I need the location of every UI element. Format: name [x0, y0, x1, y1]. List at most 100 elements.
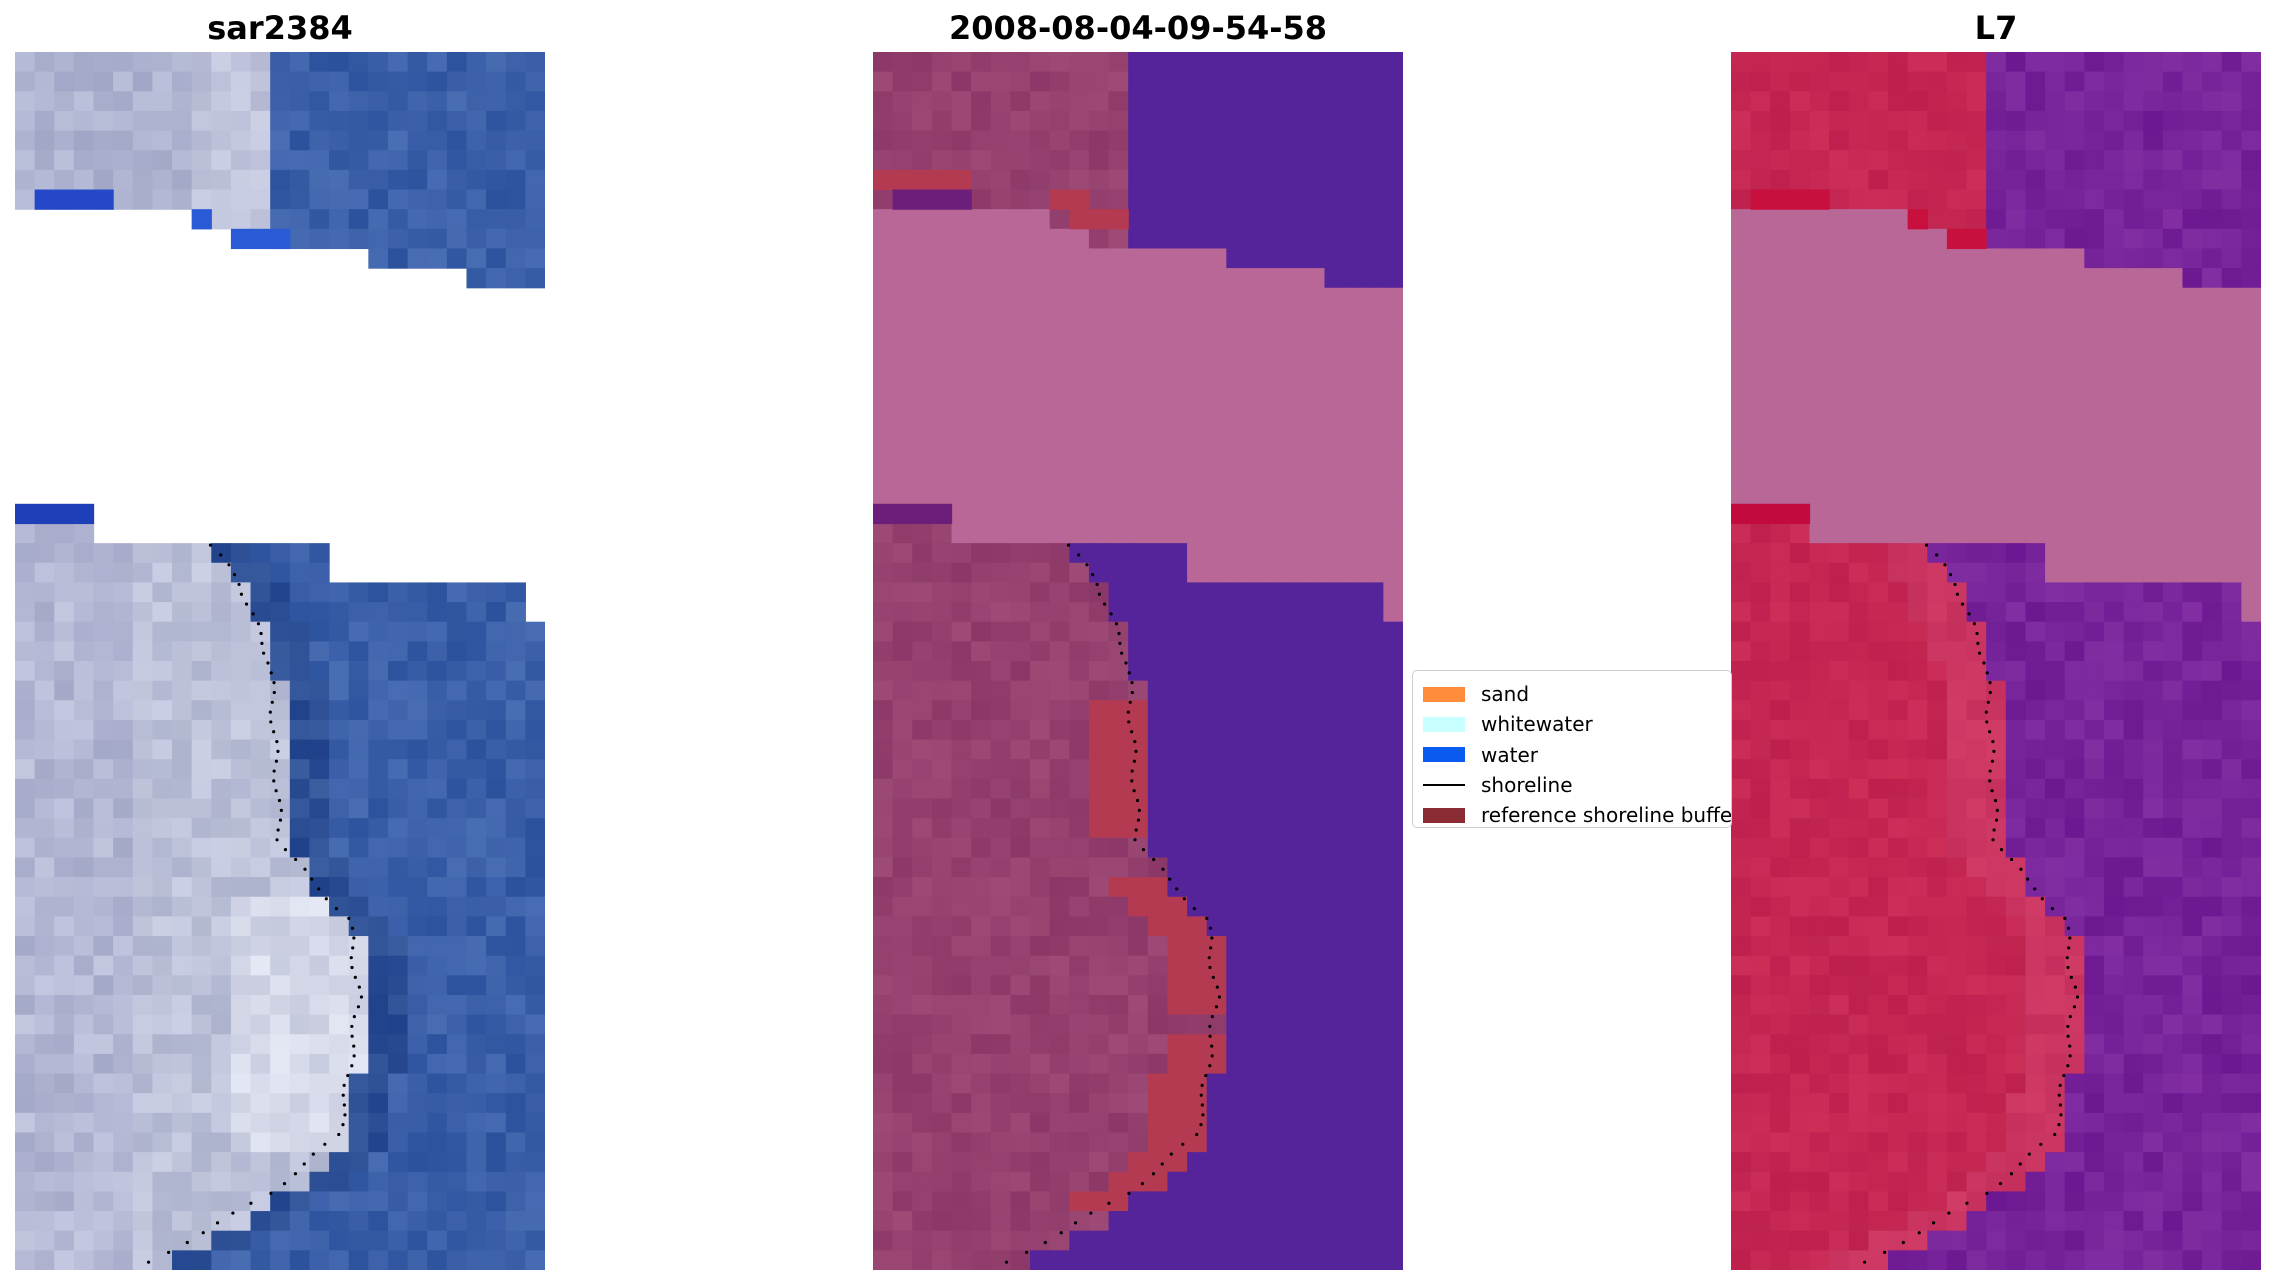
pixel	[2202, 1073, 2223, 1094]
pixel	[1770, 759, 1791, 780]
pixel	[191, 837, 212, 859]
pixel	[1069, 1250, 1090, 1270]
pixel	[1049, 543, 1070, 564]
pixel	[2143, 1053, 2164, 1075]
pixel	[230, 936, 252, 957]
shoreline-point	[2058, 1083, 2062, 1087]
pixel	[1770, 661, 1791, 682]
pixel	[132, 621, 154, 642]
pixel	[1167, 955, 1188, 976]
pixel	[2123, 837, 2144, 859]
pixel	[211, 71, 232, 92]
pixel	[2025, 503, 2046, 525]
pixel	[873, 1034, 894, 1055]
pixel	[1108, 248, 1129, 269]
pixel	[466, 798, 487, 819]
pixel	[1848, 739, 1870, 760]
shoreline-point	[353, 975, 357, 979]
pixel	[1030, 503, 1051, 525]
pixel	[1324, 562, 1345, 584]
pixel	[309, 700, 330, 721]
pixel	[1049, 798, 1070, 819]
pixel	[1010, 209, 1031, 230]
pixel	[2103, 346, 2125, 367]
pixel	[1848, 857, 1870, 878]
pixel	[1128, 1132, 1149, 1153]
pixel	[427, 1211, 448, 1232]
pixel	[309, 1014, 330, 1035]
pixel	[211, 1250, 232, 1270]
pixel	[211, 759, 232, 780]
pixel	[2241, 936, 2261, 957]
pixel	[132, 1132, 154, 1153]
pixel	[2221, 1152, 2242, 1173]
pixel	[1049, 228, 1070, 250]
pixel	[2064, 916, 2085, 937]
pixel	[2103, 91, 2125, 112]
pixel	[1167, 778, 1188, 800]
pixel	[34, 955, 55, 976]
pixel	[873, 975, 894, 996]
pixel	[951, 150, 972, 171]
pixel	[348, 1230, 369, 1251]
pixel	[113, 1250, 134, 1270]
pixel	[368, 936, 389, 957]
pixel	[1986, 661, 2007, 682]
pixel	[2045, 778, 2066, 800]
pixel	[2103, 1171, 2125, 1193]
pixel	[1946, 1171, 1968, 1193]
shoreline-point	[293, 1172, 298, 1176]
pixel	[250, 189, 271, 210]
pixel	[873, 1112, 894, 1134]
shoreline-point	[1210, 1015, 1214, 1019]
pixel	[1265, 975, 1286, 996]
pixel	[446, 818, 468, 839]
pixel	[93, 1191, 114, 1212]
pixel	[211, 91, 232, 112]
pixel	[1049, 209, 1070, 230]
pixel	[172, 621, 193, 642]
pixel	[93, 91, 114, 112]
pixel	[1167, 150, 1188, 171]
shoreline-point	[2066, 965, 2070, 970]
pixel	[505, 110, 526, 132]
pixel	[466, 1093, 487, 1114]
pixel	[525, 1014, 545, 1035]
pixel	[2045, 248, 2066, 269]
pixel	[912, 1034, 933, 1055]
pixel	[2123, 916, 2144, 937]
pixel	[873, 739, 894, 760]
pixel	[54, 641, 75, 662]
pixel	[2182, 503, 2203, 525]
pixel	[309, 582, 330, 603]
pixel	[1245, 1152, 1267, 1173]
pixel	[2241, 327, 2261, 348]
pixel	[1809, 700, 1830, 721]
pixel	[2241, 562, 2261, 584]
pixel	[1206, 110, 1227, 132]
pixel	[2045, 621, 2066, 642]
pixel	[250, 759, 271, 780]
pixel	[1966, 661, 1987, 682]
pixel	[2202, 405, 2223, 426]
pixel	[2045, 1034, 2066, 1055]
pixel	[1010, 327, 1031, 348]
pixel	[1285, 700, 1306, 721]
pixel	[348, 1112, 369, 1134]
pixel	[368, 798, 389, 819]
pixel	[525, 857, 545, 878]
pixel	[113, 91, 134, 112]
pixel	[1848, 916, 1870, 937]
pixel	[2143, 857, 2164, 878]
pixel	[990, 484, 1012, 505]
pixel	[1187, 896, 1208, 917]
pixel	[1206, 955, 1227, 976]
pixel	[2025, 680, 2046, 701]
pixel	[1285, 130, 1306, 151]
pixel	[971, 1152, 992, 1173]
pixel	[2162, 366, 2184, 387]
pixel	[1304, 110, 1326, 132]
pixel	[113, 975, 134, 996]
pixel	[1128, 71, 1149, 92]
pixel	[2045, 818, 2066, 839]
